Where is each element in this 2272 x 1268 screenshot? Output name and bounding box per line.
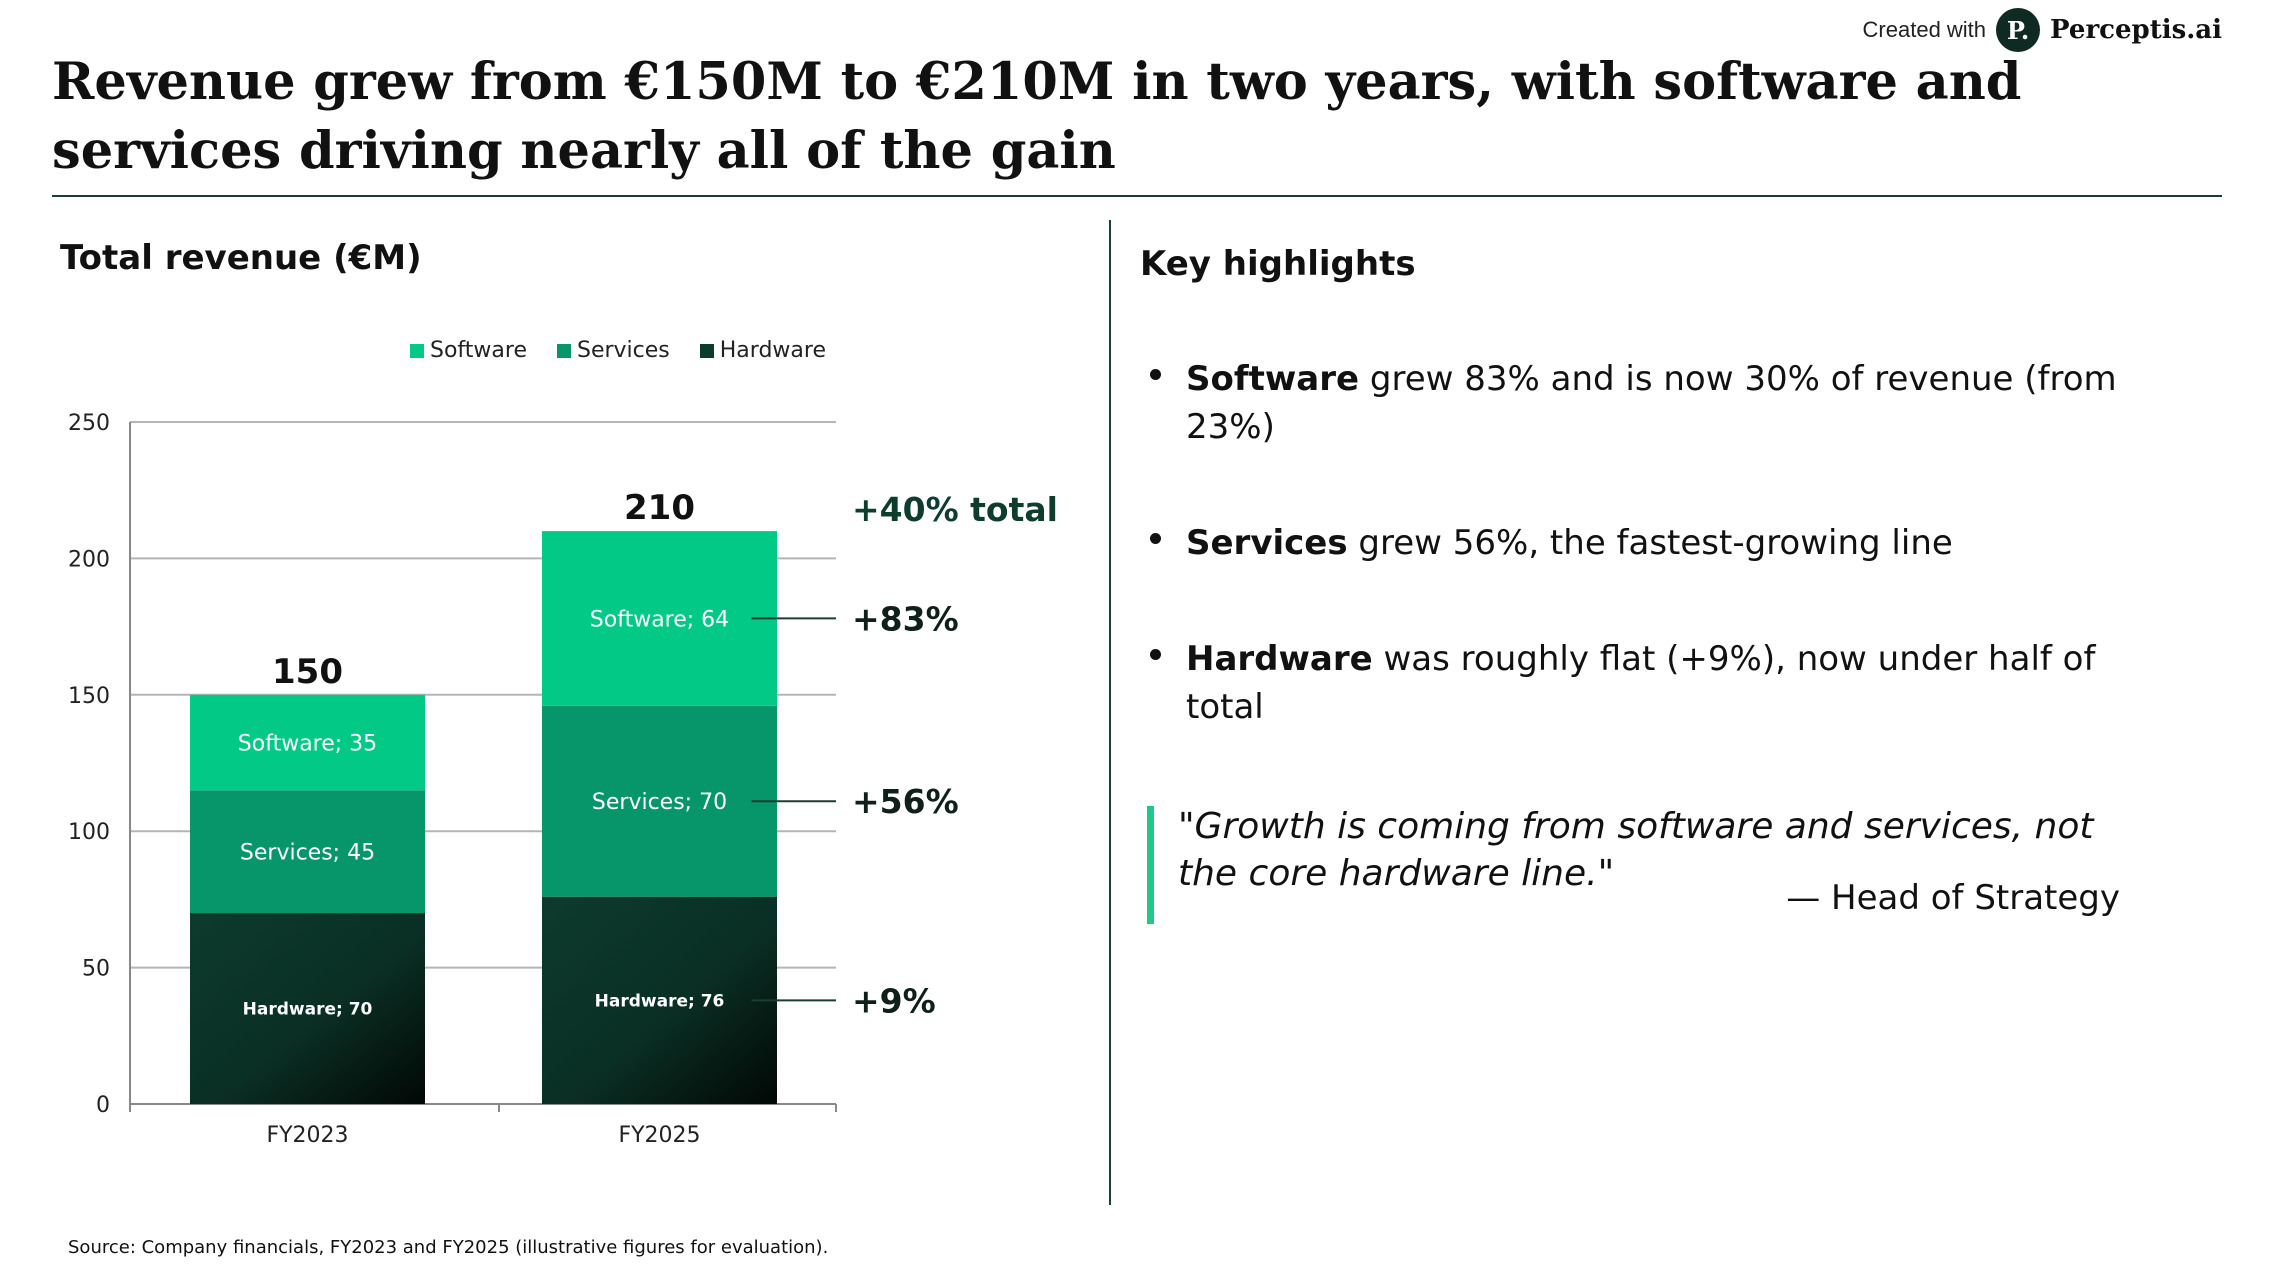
highlight-hardware: Hardware was roughly flat (+9%), now und… [1148, 635, 2148, 731]
highlight-software: Software grew 83% and is now 30% of reve… [1148, 355, 2148, 451]
legend-item-hardware: Hardware [699, 338, 826, 363]
y-tick-label: 50 [82, 957, 110, 982]
data-label: Software; 64 [590, 607, 729, 632]
legend-label: Software [430, 338, 527, 363]
highlight-bold: Services [1186, 523, 1348, 563]
legend-swatch [410, 343, 424, 358]
brand-name: Perceptis.ai [2050, 15, 2222, 45]
highlights-title: Key highlights [1140, 244, 1416, 284]
brand-badge: Created with P. Perceptis.ai [1863, 8, 2222, 52]
bar-segment-software [542, 531, 777, 706]
bar-segment-software [190, 694, 425, 791]
chart-title: Total revenue (€M) [60, 238, 422, 278]
data-label: Services; 45 [240, 841, 375, 866]
bar-segment-hardware [190, 913, 425, 1104]
legend-label: Services [576, 338, 670, 363]
data-label: Hardware; 76 [595, 991, 725, 1011]
change-label-hardware: +9% [852, 981, 936, 1020]
highlight-bold: Software [1186, 359, 1360, 399]
bar-segment-services [190, 790, 425, 914]
y-tick-label: 200 [68, 547, 110, 572]
legend-swatch [556, 343, 571, 358]
y-tick-label: 250 [68, 411, 110, 436]
perceptis-logo-icon: P. [1996, 8, 2041, 52]
highlight-text: grew 83% and is now 30% of revenue (from… [1186, 359, 2117, 447]
quote-author: — Head of Strategy [1786, 878, 2120, 918]
x-tick-label: FY2025 [618, 1123, 700, 1148]
column-divider [1109, 220, 1111, 1205]
source-note: Source: Company financials, FY2023 and F… [68, 1237, 829, 1258]
page-title: Revenue grew from €150M to €210M in two … [52, 52, 2022, 181]
highlight-text: grew 56%, the fastest-growing line [1347, 523, 1953, 563]
bar-segment-services [542, 705, 777, 897]
legend-item-software: Software [410, 338, 527, 363]
highlight-text: was roughly flat (+9%), now under half o… [1186, 639, 2096, 727]
bar-total-label: 150 [272, 652, 343, 692]
bar-segment-hardware [542, 896, 777, 1104]
x-tick-label: FY2023 [266, 1123, 348, 1148]
data-label: Hardware; 70 [243, 1000, 373, 1020]
bar-total-label: 210 [624, 488, 695, 528]
highlights-list: Software grew 83% and is now 30% of reve… [1148, 355, 2148, 799]
data-label: Software; 35 [238, 732, 377, 757]
legend-item-services: Services [556, 338, 670, 363]
data-label: Services; 70 [592, 790, 727, 815]
legend-label: Hardware [719, 338, 826, 363]
change-label-services: +56% [852, 782, 959, 821]
revenue-stacked-bar-chart: 0 50 100 150 200 250 Hardware; 70 Services; 45 S… [68, 411, 1058, 1148]
y-tick-label: 150 [68, 684, 110, 709]
change-label-software: +83% [852, 599, 959, 638]
highlight-services: Services grew 56%, the fastest-growing l… [1148, 519, 2148, 567]
created-with-text: Created with [1862, 17, 1987, 42]
legend-swatch [699, 343, 714, 358]
chart-legend: Software Services Hardware [410, 338, 826, 363]
highlight-bold: Hardware [1186, 639, 1373, 679]
y-tick-label: 100 [68, 820, 110, 845]
title-divider [52, 195, 2222, 197]
quote-text: "Growth is coming from software and serv… [1178, 806, 2094, 894]
total-change-label: +40% total [852, 490, 1058, 529]
quote-accent-bar [1147, 806, 1154, 924]
y-tick-label: 0 [96, 1093, 110, 1118]
